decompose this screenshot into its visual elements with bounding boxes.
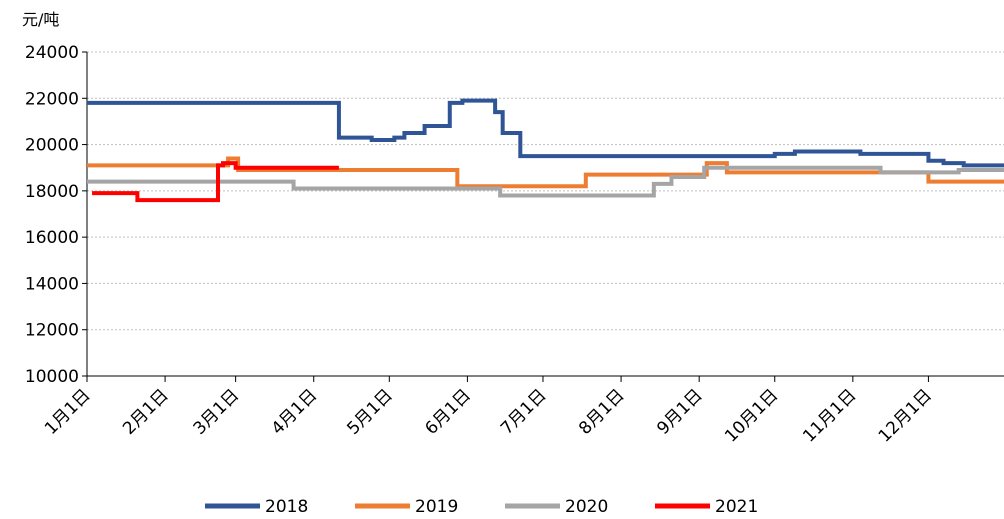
x-tick-label: 1月1日 [41, 385, 94, 438]
x-tick-label: 5月1日 [343, 385, 396, 438]
x-tick-label: 3月1日 [190, 385, 243, 438]
x-tick-label: 2月1日 [119, 385, 172, 438]
line-series [92, 161, 339, 203]
legend-label: 2019 [415, 497, 458, 517]
y-tick-label: 12000 [25, 321, 79, 341]
legend-label: 2018 [265, 497, 308, 517]
x-tick-label: 6月1日 [421, 385, 474, 438]
x-tick-label: 7月1日 [497, 385, 550, 438]
x-tick-label: 8月1日 [575, 385, 628, 438]
y-axis-label: 元/吨 [22, 10, 59, 29]
x-tick-label: 12月1日 [875, 385, 936, 446]
y-tick-label: 24000 [25, 43, 79, 63]
x-tick-label: 11月1日 [799, 385, 860, 446]
line-series [87, 98, 1004, 168]
y-tick-label: 20000 [25, 136, 79, 156]
x-tick-label: 4月1日 [268, 385, 321, 438]
y-tick-label: 18000 [25, 182, 79, 202]
y-tick-label: 14000 [25, 274, 79, 294]
y-tick-label: 22000 [25, 89, 79, 109]
legend-label: 2020 [565, 497, 608, 517]
y-tick-label: 10000 [25, 367, 79, 387]
legend-label: 2021 [715, 497, 758, 517]
line-series [87, 165, 1004, 198]
x-tick-label: 10月1日 [721, 385, 782, 446]
x-tick-label: 9月1日 [653, 385, 706, 438]
y-tick-label: 16000 [25, 228, 79, 248]
